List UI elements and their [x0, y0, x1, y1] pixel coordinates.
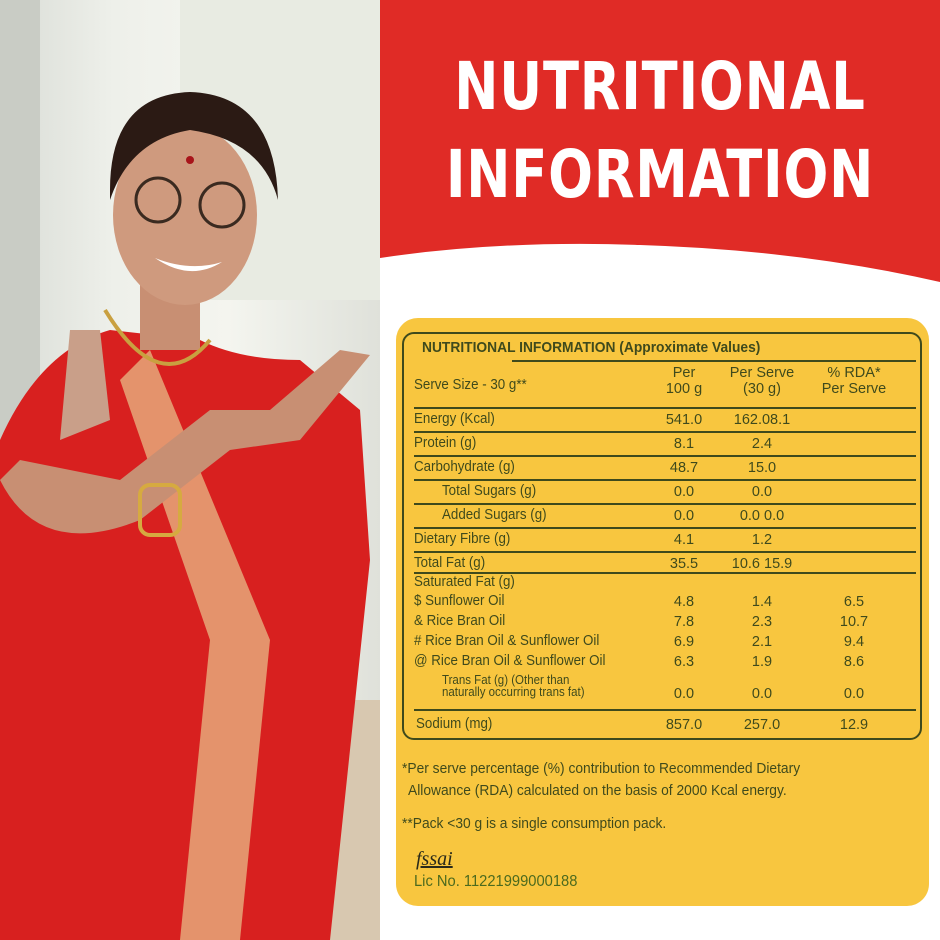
nutrient-per100: 48.7: [669, 460, 699, 476]
nutrient-perserve: 162.08.1: [733, 412, 791, 428]
banner-title-line1: NUTRITIONAL: [454, 48, 866, 125]
trans-rda: 0.0: [843, 686, 865, 702]
saturated-fat-row-label: # Rice Bran Oil & Sunflower Oil: [414, 633, 600, 649]
nutrient-label: Added Sugars (g): [442, 507, 547, 523]
sat-per100: 7.8: [673, 614, 695, 630]
nutrition-card: [396, 318, 929, 906]
footnote-rda-1: *Per serve percentage (%) contribution t…: [402, 760, 801, 777]
nutrition-table: NUTRITIONAL INFORMATION (Approximate Val…: [402, 332, 922, 740]
nutrient-label: Total Fat (g): [414, 555, 486, 571]
nutrient-label: Protein (g): [414, 435, 477, 451]
trans-perserve: 0.0: [751, 686, 773, 702]
sat-rda: 6.5: [843, 594, 865, 610]
header-per100: Per 100 g: [665, 365, 703, 397]
nutrient-label: Total Sugars (g): [442, 483, 537, 499]
sat-per100: 6.3: [673, 654, 695, 670]
nutrient-perserve: 2.4: [751, 436, 773, 452]
product-photo-woman: [0, 0, 380, 940]
red-banner-shape: [380, 0, 940, 282]
saturated-fat-row-label: $ Sunflower Oil: [414, 593, 505, 609]
nutrient-perserve: 1.2: [751, 532, 773, 548]
table-title: NUTRITIONAL INFORMATION (Approximate Val…: [422, 339, 761, 356]
fssai-logo: fssai: [416, 848, 453, 870]
sat-rda: 8.6: [843, 654, 865, 670]
sodium-perserve: 257.0: [743, 717, 781, 733]
sat-rda: 9.4: [843, 634, 865, 650]
nutrient-label: Dietary Fibre (g): [414, 531, 511, 547]
red-banner-wave: [380, 0, 940, 282]
footnote-pack: **Pack <30 g is a single consumption pac…: [402, 815, 667, 832]
banner-title-line2: INFORMATION: [445, 136, 875, 213]
nutrient-per100: 8.1: [673, 436, 695, 452]
nutrient-perserve: 0.0: [751, 484, 773, 500]
trans-fat-label: Trans Fat (g) (Other than naturally occur…: [442, 673, 585, 699]
header-perserve: Per Serve (30 g): [729, 365, 795, 397]
header-rda: % RDA* Per Serve: [821, 365, 887, 397]
saturated-fat-label: Saturated Fat (g): [414, 574, 515, 590]
sat-rda: 10.7: [839, 614, 869, 630]
sodium-label: Sodium (mg): [416, 716, 493, 732]
nutrient-perserve: 0.0 0.0: [739, 508, 785, 524]
nutrient-per100: 35.5: [669, 556, 699, 572]
nutrient-per100: 0.0: [673, 484, 695, 500]
nutrient-per100: 4.1: [673, 532, 695, 548]
nutrient-perserve: 15.0: [747, 460, 777, 476]
sodium-rda: 12.9: [839, 717, 869, 733]
license-number: Lic No. 11221999000188: [414, 873, 578, 890]
sat-perserve: 2.3: [751, 614, 773, 630]
trans-per100: 0.0: [673, 686, 695, 702]
sat-per100: 4.8: [673, 594, 695, 610]
sat-perserve: 2.1: [751, 634, 773, 650]
nutrient-label: Energy (Kcal): [414, 411, 495, 427]
sat-perserve: 1.9: [751, 654, 773, 670]
nutrient-per100: 0.0: [673, 508, 695, 524]
nutrient-label: Carbohydrate (g): [414, 459, 515, 475]
nutrient-per100: 541.0: [665, 412, 703, 428]
sat-per100: 6.9: [673, 634, 695, 650]
sat-perserve: 1.4: [751, 594, 773, 610]
saturated-fat-row-label: & Rice Bran Oil: [414, 613, 506, 629]
nutrient-perserve: 10.6 15.9: [731, 556, 793, 572]
serve-size: Serve Size - 30 g**: [414, 377, 527, 393]
sodium-per100: 857.0: [665, 717, 703, 733]
saturated-fat-row-label: @ Rice Bran Oil & Sunflower Oil: [414, 653, 606, 669]
footnote-rda-2: Allowance (RDA) calculated on the basis …: [408, 782, 787, 799]
